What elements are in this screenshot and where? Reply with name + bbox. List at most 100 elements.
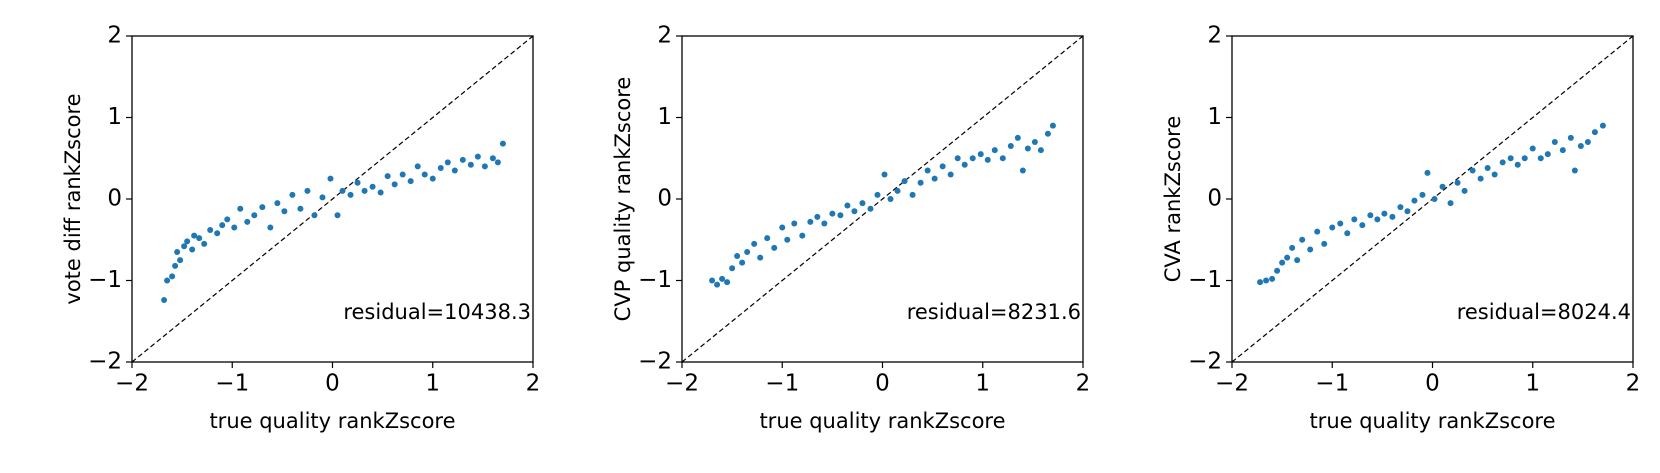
point	[734, 253, 741, 260]
x-tick-label: −2	[1215, 371, 1249, 397]
point	[1529, 145, 1536, 152]
point	[429, 175, 436, 182]
point	[391, 181, 398, 188]
point	[779, 224, 786, 231]
point	[421, 171, 428, 178]
point	[1491, 171, 1498, 178]
x-tick-label: 2	[1076, 371, 1091, 397]
x-tick-label: −2	[115, 371, 149, 397]
point	[369, 183, 376, 190]
x-tick-label: 0	[1425, 371, 1440, 397]
point	[231, 224, 238, 231]
point	[207, 226, 214, 233]
point	[729, 265, 736, 272]
point	[1007, 143, 1014, 150]
x-tick-label: 2	[526, 371, 541, 397]
point	[219, 222, 226, 229]
reference-line	[131, 35, 534, 363]
point	[377, 189, 384, 196]
point	[924, 167, 931, 174]
y-tick-label: 1	[657, 104, 672, 130]
y-axis-label: CVA rankZscore	[1161, 116, 1185, 283]
y-tick-label: 0	[657, 186, 672, 212]
point	[181, 243, 188, 250]
point	[1397, 204, 1404, 211]
point	[1404, 208, 1411, 215]
point	[1499, 159, 1506, 166]
point	[961, 161, 968, 168]
y-tick-label: −2	[88, 349, 122, 375]
point	[281, 208, 288, 215]
x-tick-label: 1	[975, 371, 990, 397]
point	[709, 277, 716, 284]
point	[791, 220, 798, 227]
point	[1419, 191, 1426, 198]
point	[172, 262, 179, 269]
x-tick-label: −2	[665, 371, 699, 397]
point	[297, 205, 304, 212]
point	[1314, 228, 1321, 235]
y-axis-label: vote diff rankZscore	[61, 93, 85, 304]
point	[196, 235, 203, 242]
point	[1019, 167, 1026, 174]
point	[1359, 222, 1366, 229]
point	[474, 153, 481, 160]
x-tick-label: −1	[765, 371, 799, 397]
point	[799, 232, 806, 239]
point	[214, 230, 221, 237]
point	[361, 187, 368, 194]
point	[969, 155, 976, 162]
reference-line	[681, 35, 1084, 363]
y-tick-label: 2	[107, 23, 122, 49]
point	[1431, 196, 1438, 202]
point	[807, 218, 814, 225]
point	[1269, 275, 1276, 282]
point	[1294, 257, 1301, 264]
point	[489, 155, 496, 162]
point	[354, 179, 361, 186]
point	[334, 212, 341, 219]
point	[744, 248, 751, 255]
point	[191, 232, 198, 239]
point	[1424, 169, 1431, 176]
point	[784, 236, 791, 243]
point	[319, 194, 326, 201]
point	[1024, 145, 1031, 152]
point	[414, 163, 421, 170]
y-axis-label: CVP quality rankZscore	[611, 77, 635, 322]
x-axis-label: true quality rankZscore	[209, 409, 455, 433]
y-tick-label: −1	[638, 267, 672, 293]
point	[719, 275, 726, 282]
point	[939, 163, 946, 170]
point	[821, 220, 828, 227]
point	[1439, 183, 1446, 190]
point	[267, 224, 274, 231]
point	[931, 175, 938, 182]
point	[1351, 216, 1358, 223]
point	[1049, 122, 1056, 129]
point	[407, 178, 414, 185]
point	[1374, 216, 1381, 223]
point	[991, 147, 998, 154]
point	[339, 187, 346, 194]
point	[259, 204, 266, 211]
point	[1321, 240, 1328, 247]
y-tick-label: 0	[107, 186, 122, 212]
point	[499, 140, 506, 147]
point	[1514, 161, 1521, 168]
point	[251, 212, 258, 219]
point	[764, 235, 771, 242]
y-tick-label: 0	[1207, 186, 1222, 212]
point	[917, 179, 924, 186]
point	[1584, 138, 1591, 145]
point	[444, 159, 451, 166]
point	[1031, 138, 1038, 145]
point	[851, 208, 858, 215]
point	[977, 151, 984, 158]
point	[1599, 122, 1606, 129]
point	[289, 191, 296, 198]
point	[1329, 224, 1336, 231]
annotation: residual=10438.3	[343, 300, 531, 324]
point	[304, 187, 311, 194]
point	[909, 191, 916, 198]
